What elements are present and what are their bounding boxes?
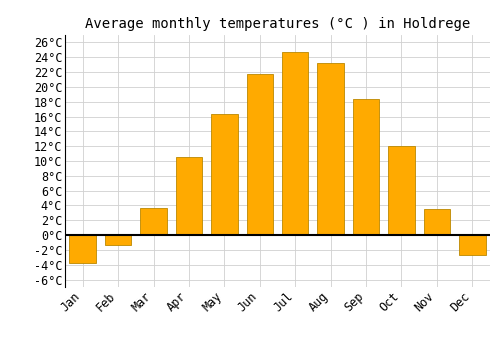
Bar [459,235,485,255]
Bar [424,209,450,235]
Bar [246,74,273,235]
Title: Average monthly temperatures (°C ) in Holdrege: Average monthly temperatures (°C ) in Ho… [85,17,470,31]
Bar [388,146,414,235]
Bar [282,52,308,235]
Bar [105,235,132,245]
Bar [353,99,380,235]
Bar [318,63,344,235]
Bar [176,157,202,235]
Bar [140,208,167,235]
Bar [70,235,96,263]
Bar [211,114,238,235]
